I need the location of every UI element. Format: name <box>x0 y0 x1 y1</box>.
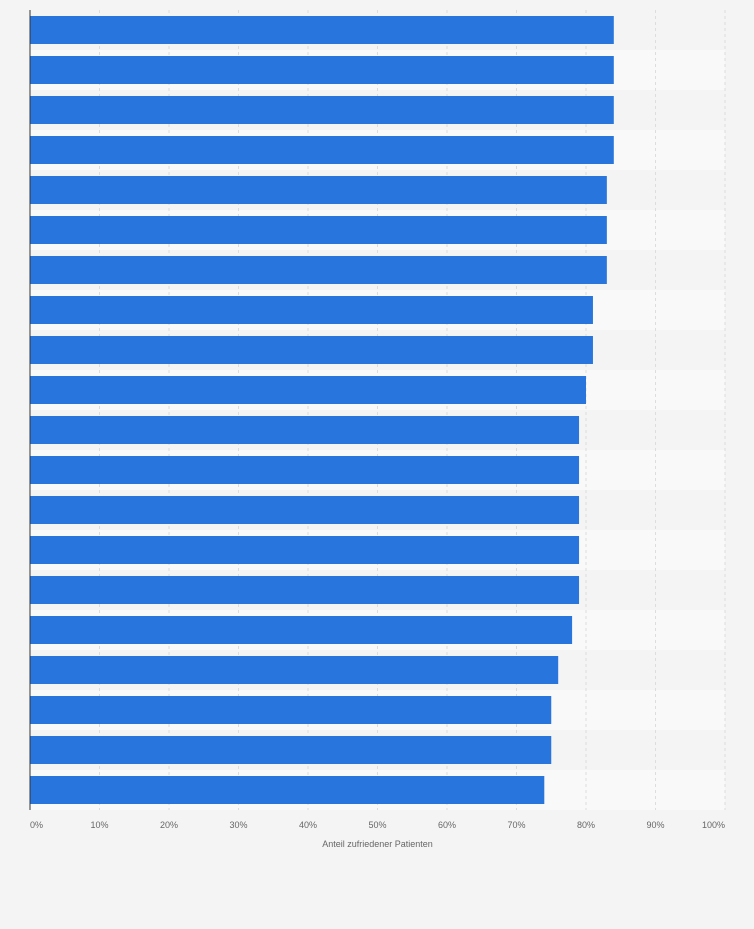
x-tick-label: 70% <box>507 820 525 830</box>
x-tick-label: 100% <box>702 820 725 830</box>
bar[interactable] <box>30 56 614 84</box>
bar[interactable] <box>30 416 580 444</box>
bar[interactable] <box>30 496 580 524</box>
bar[interactable] <box>30 136 614 164</box>
bar[interactable] <box>30 376 586 404</box>
x-tick-label: 20% <box>160 820 178 830</box>
bar[interactable] <box>30 456 580 484</box>
bars <box>30 16 614 804</box>
x-tick-label: 30% <box>229 820 247 830</box>
x-tick-labels: 0% 10% 20% 30% 40% 50% 60% 70% 80% 90% 100% <box>30 820 725 830</box>
bar[interactable] <box>30 776 545 804</box>
bar[interactable] <box>30 96 614 124</box>
bar[interactable] <box>30 176 607 204</box>
x-tick-label: 50% <box>368 820 386 830</box>
x-tick-label: 80% <box>577 820 595 830</box>
bar[interactable] <box>30 296 593 324</box>
x-tick-label: 0% <box>30 820 43 830</box>
bar[interactable] <box>30 336 593 364</box>
bar[interactable] <box>30 656 559 684</box>
bar[interactable] <box>30 696 552 724</box>
bar[interactable] <box>30 536 580 564</box>
x-tick-label: 90% <box>646 820 664 830</box>
bar[interactable] <box>30 216 607 244</box>
x-tick-label: 60% <box>438 820 456 830</box>
x-axis-title: Anteil zufriedener Patienten <box>322 839 433 849</box>
bar[interactable] <box>30 616 573 644</box>
x-tick-label: 10% <box>90 820 108 830</box>
bar[interactable] <box>30 16 614 44</box>
bar[interactable] <box>30 736 552 764</box>
bar[interactable] <box>30 256 607 284</box>
bar[interactable] <box>30 576 580 604</box>
x-tick-label: 40% <box>299 820 317 830</box>
